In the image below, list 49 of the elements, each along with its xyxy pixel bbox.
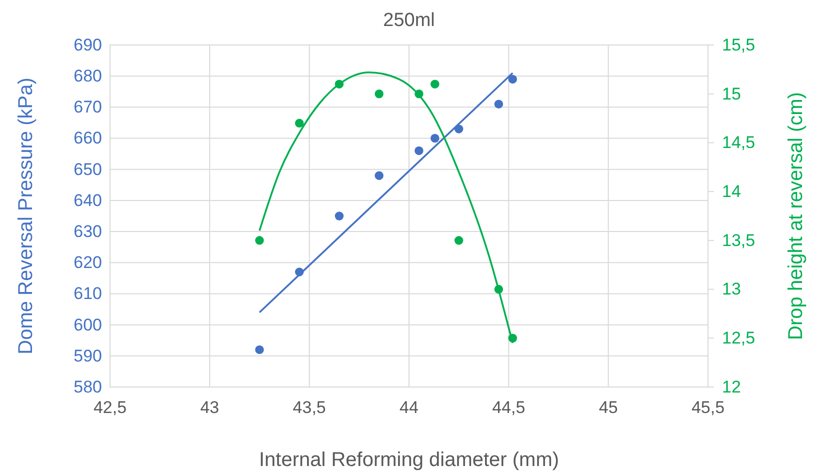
y-axis-title: Dome Reversal Pressure (kPa)	[15, 78, 37, 354]
y2-tick-label: 13,5	[722, 230, 756, 250]
y-tick-label: 670	[74, 98, 102, 117]
point	[494, 284, 504, 294]
y2-tick-label: 15,5	[722, 35, 756, 54]
point	[334, 212, 344, 220]
y-tick-label: 620	[74, 253, 102, 272]
point	[430, 134, 440, 143]
y2-tick-label: 12,5	[722, 328, 756, 348]
y2-tick-label: 13	[722, 280, 741, 299]
y-tick-label: 580	[74, 377, 102, 396]
y-tick-label: 640	[74, 190, 102, 210]
x-tick-label: 42,5	[93, 398, 127, 418]
point	[374, 89, 384, 98]
y-tick-label: 630	[74, 222, 102, 241]
x-tick-label: 43	[200, 398, 220, 418]
point	[255, 345, 264, 354]
chart-title: 250ml	[383, 10, 435, 31]
x-axis-title: Internal Reforming diameter (mm)	[258, 449, 560, 471]
point	[294, 268, 304, 276]
point	[508, 334, 518, 343]
point	[255, 236, 264, 245]
y-tick-label: 610	[74, 284, 102, 304]
point	[494, 100, 504, 108]
x-tick-label: 44,5	[492, 398, 526, 418]
point	[430, 80, 440, 88]
y-tick-label: 660	[74, 128, 102, 148]
y-tick-label: 690	[74, 35, 102, 54]
point	[374, 171, 384, 180]
y2-tick-label: 15	[722, 84, 741, 104]
x-tick-label: 44	[400, 398, 418, 418]
point	[414, 146, 424, 156]
y-tick-label: 600	[74, 315, 102, 334]
x-tick-label: 43,5	[292, 398, 326, 418]
y2-tick-label: 14,5	[722, 133, 756, 152]
x-tick-label: 45	[598, 398, 618, 418]
y2-axis-title: Drop height at reversal (cm)	[785, 92, 807, 340]
y-tick-label: 680	[74, 66, 102, 86]
point	[454, 236, 464, 245]
point	[334, 80, 344, 88]
point	[414, 89, 424, 98]
point	[454, 124, 464, 134]
y-tick-label: 590	[74, 346, 102, 366]
point	[294, 118, 304, 128]
y2-tick-label: 14	[722, 182, 741, 202]
y-tick-label: 650	[74, 160, 102, 179]
x-tick-label: 45,5	[691, 398, 725, 418]
y2-tick-label: 12	[722, 377, 741, 396]
point	[508, 74, 518, 84]
